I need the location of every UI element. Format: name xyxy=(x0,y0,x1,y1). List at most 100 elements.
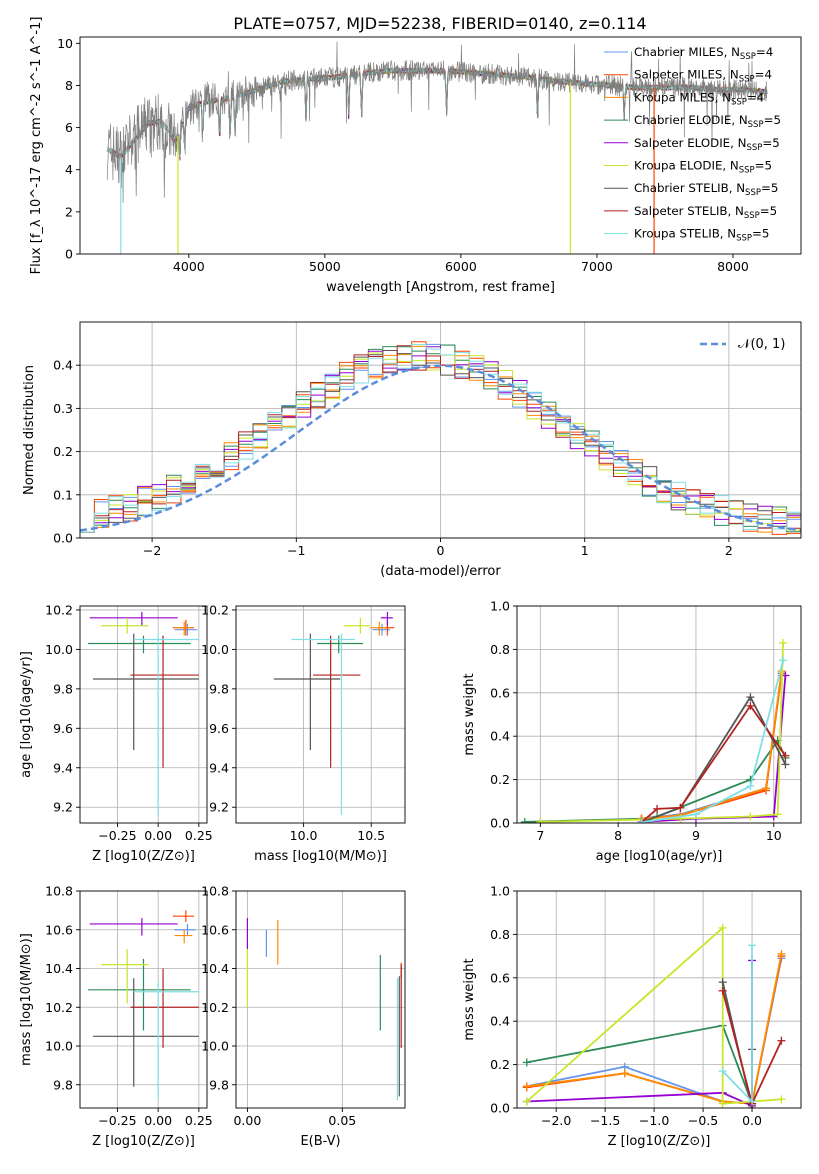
y-tick-label: 9.6 xyxy=(53,721,73,736)
mass_weight_vs_z-plot-area xyxy=(522,923,786,1108)
x-tick-label: 4000 xyxy=(173,259,205,274)
y-tick-label: 0.0 xyxy=(53,531,73,546)
y-tick-label: 0.4 xyxy=(490,1014,510,1029)
legend-entry: Salpeter STELIB, NSSP=5 xyxy=(634,204,777,221)
x-tick-label: 10 xyxy=(766,828,782,843)
x-axis-label: mass [log10(M/M⊙)] xyxy=(254,849,387,864)
y-axis-label: age [log10(age/yr)] xyxy=(19,651,34,778)
age_vs_mass-panel: 10.0 10.5 9.2 9.4 9.6 9.8 10.0 10.2 mass [log10(… xyxy=(201,602,406,864)
y-tick-label: 10.0 xyxy=(45,642,73,657)
mass_weight_vs_age-plot-area xyxy=(520,638,790,823)
y-tick-label: 0.1 xyxy=(53,487,73,502)
y-tick-label: 0.6 xyxy=(490,970,510,985)
x-axis-label: E(B-V) xyxy=(300,1134,340,1149)
x-tick-label: 0 xyxy=(437,543,445,558)
x-tick-label: 0.00 xyxy=(144,828,172,843)
x-tick-label: −0.25 xyxy=(98,828,136,843)
age_vs_z-plot-area xyxy=(88,611,199,816)
age_vs_z-panel: −0.25 0.00 0.25 9.2 9.4 9.6 9.8 10.0 10.2 Z [log1… xyxy=(19,602,213,864)
y-tick-label: 10.8 xyxy=(201,884,229,899)
x-tick-label: 8 xyxy=(614,828,622,843)
y-tick-label: 10.2 xyxy=(201,1000,229,1015)
series-line-kroupa_miles xyxy=(641,670,783,820)
y-tick-label: 0.8 xyxy=(490,927,510,942)
mass_vs_z-panel: −0.25 0.00 0.25 9.8 10.0 10.2 10.4 10.6 10.8 Z [l… xyxy=(19,884,213,1150)
y-tick-label: 6 xyxy=(65,120,73,135)
y-tick-label: 10.2 xyxy=(201,602,229,617)
y-tick-label: 10.4 xyxy=(201,961,229,976)
y-tick-label: 0.2 xyxy=(53,444,73,459)
x-tick-label: 7 xyxy=(536,828,544,843)
y-tick-label: 10.6 xyxy=(201,922,229,937)
y-tick-label: 9.8 xyxy=(209,1077,229,1092)
x-tick-label: 10.5 xyxy=(357,828,385,843)
y-tick-label: 1.0 xyxy=(490,599,510,614)
model-line-kroupa_stelib xyxy=(106,66,768,158)
x-tick-label: −1.0 xyxy=(639,1113,669,1128)
y-tick-label: 0.4 xyxy=(490,729,510,744)
y-tick-label: 10.2 xyxy=(45,602,73,617)
y-tick-label: 0 xyxy=(65,247,73,262)
x-tick-label: −0.25 xyxy=(98,1113,136,1128)
y-tick-label: 9.4 xyxy=(53,760,73,775)
y-axis-label: Flux [f_λ 10^-17 erg cm^-2 s^-1 A^-1] xyxy=(29,17,44,275)
x-axis-label: Z [log10(Z/Z⊙)] xyxy=(92,849,195,864)
observed-spectrum-line xyxy=(106,41,768,204)
spectrum-plot-area xyxy=(106,41,768,254)
y-tick-label: 8 xyxy=(65,78,73,93)
legend-entry: Salpeter ELODIE, NSSP=5 xyxy=(634,136,780,153)
axes-frame xyxy=(235,605,406,824)
y-tick-label: 0.2 xyxy=(490,772,510,787)
x-tick-label: −1 xyxy=(287,543,305,558)
series-line-kroupa_stelib xyxy=(641,660,784,823)
histogram-salpeter_stelib xyxy=(80,345,801,533)
mass_weight_vs_z-panel: −2.0 −1.5 −1.0 −0.5 0.0 0.0 0.2 0.4 0.6 0.8 1.0 Z [… xyxy=(462,884,802,1149)
y-tick-label: 0.6 xyxy=(490,685,510,700)
x-tick-label: 0.05 xyxy=(328,1113,356,1128)
x-tick-label: 1 xyxy=(581,543,589,558)
legend-entry: Chabrier MILES, NSSP=4 xyxy=(634,45,773,62)
x-tick-label: 0.25 xyxy=(185,828,213,843)
residuals-panel: −2 −1 0 1 2 0.0 0.1 0.2 0.3 0.4 (data-model)/error… xyxy=(22,321,802,579)
y-tick-label: 9.2 xyxy=(209,800,229,815)
y-tick-label: 0.2 xyxy=(490,1057,510,1072)
y-tick-label: 9.2 xyxy=(53,800,73,815)
axes-frame xyxy=(79,36,802,255)
x-axis-label: age [log10(age/yr)] xyxy=(596,849,723,864)
x-tick-label: 7000 xyxy=(581,259,613,274)
y-axis-label: mass weight xyxy=(462,958,477,1040)
mass_weight_vs_age-panel: 7 8 9 10 0.0 0.2 0.4 0.6 0.8 1.0 age [log10(age/yr… xyxy=(462,599,802,864)
mass_vs_ebv-plot-area xyxy=(246,918,402,1101)
y-tick-label: 9.8 xyxy=(209,681,229,696)
axes-frame xyxy=(516,890,802,1109)
y-tick-label: 0.0 xyxy=(490,1101,510,1116)
x-tick-label: 2 xyxy=(725,543,733,558)
y-tick-label: 10.2 xyxy=(45,1000,73,1015)
y-tick-label: 1.0 xyxy=(490,884,510,899)
mass_vs_z-plot-area xyxy=(88,910,199,1099)
y-tick-label: 0.3 xyxy=(53,401,73,416)
figure-title: PLATE=0757, MJD=52238, FIBERID=0140, z=0… xyxy=(233,14,646,33)
residuals-plot-area xyxy=(80,341,801,535)
x-axis-label: Z [log10(Z/Z⊙)] xyxy=(608,1134,711,1149)
legend-entry: Kroupa ELODIE, NSSP=5 xyxy=(634,159,772,176)
y-tick-label: 0.4 xyxy=(53,358,73,373)
mass_vs_ebv-panel: 0.00 0.05 9.8 10.0 10.2 10.4 10.6 10.8 E(B-V) xyxy=(201,884,406,1149)
y-tick-label: 10.0 xyxy=(45,1039,73,1054)
x-tick-label: −2.0 xyxy=(541,1113,571,1128)
axes-frame xyxy=(79,605,208,824)
x-tick-label: −0.5 xyxy=(688,1113,718,1128)
y-tick-label: 10 xyxy=(57,36,73,51)
y-tick-label: 9.6 xyxy=(209,721,229,736)
normal-legend-label: 𝒩(0, 1) xyxy=(738,337,785,352)
y-tick-label: 10.8 xyxy=(45,884,73,899)
spectrum-panel: 4000 5000 6000 7000 8000 0 2 4 6 8 10 wavelength [A… xyxy=(29,17,802,295)
y-tick-label: 2 xyxy=(65,204,73,219)
x-tick-label: 0.0 xyxy=(742,1113,762,1128)
x-tick-label: −1.5 xyxy=(590,1113,620,1128)
x-tick-label: −2 xyxy=(143,543,161,558)
y-tick-label: 10.6 xyxy=(45,922,73,937)
age_vs_mass-plot-area xyxy=(273,611,395,816)
